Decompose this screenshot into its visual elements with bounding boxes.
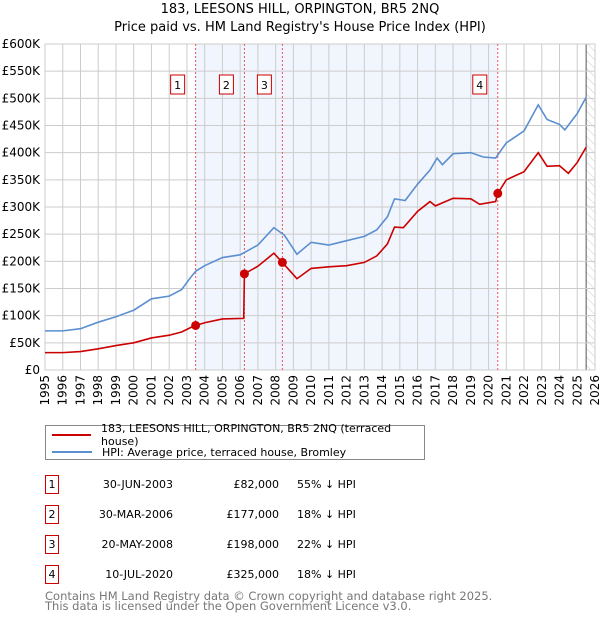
y-tick-label: £500K	[2, 91, 42, 105]
x-tick-label: 2012	[340, 375, 354, 406]
sale-row: 3 20-MAY-2008 £198,000 22% ↓ HPI	[45, 535, 445, 557]
legend: 183, LEESONS HILL, ORPINGTON, BR5 2NQ (t…	[45, 422, 425, 460]
x-tick-label: 2006	[233, 375, 247, 406]
x-tick-label: 2002	[162, 375, 176, 406]
footer-licence: This data is licensed under the Open Gov…	[45, 599, 412, 613]
y-tick-label: £250K	[2, 227, 42, 241]
sale-row: 2 30-MAR-2006 £177,000 18% ↓ HPI	[45, 505, 445, 527]
sale-price: £325,000	[226, 568, 280, 581]
sale-marker-box: 4	[45, 565, 59, 584]
x-tick-label: 2004	[198, 375, 212, 406]
sale-row: 1 30-JUN-2003 £82,000 55% ↓ HPI	[45, 475, 445, 497]
y-tick-label: £300K	[2, 200, 42, 214]
x-tick-label: 2025	[570, 375, 584, 406]
sale-marker-box: 3	[45, 535, 59, 554]
x-tick-label: 2021	[499, 375, 513, 406]
plot-border	[44, 43, 596, 371]
y-tick-label: £350K	[2, 173, 42, 187]
x-tick-label: 2005	[215, 375, 229, 406]
sale-label-box	[472, 74, 488, 95]
sale-label: 4	[476, 79, 483, 92]
x-tick-label: 2022	[517, 375, 531, 406]
x-tick-label: 2003	[180, 375, 194, 406]
x-tick-label: 2020	[482, 375, 496, 406]
x-tick-label: 2023	[535, 375, 549, 406]
legend-line-red	[52, 434, 92, 436]
sale-row: 4 10-JUL-2020 £325,000 18% ↓ HPI	[45, 565, 445, 587]
x-tick-label: 2013	[357, 375, 371, 406]
sale-marker-box: 2	[45, 505, 59, 524]
sale-label: 3	[261, 79, 268, 92]
legend-item-property: 183, LEESONS HILL, ORPINGTON, BR5 2NQ (t…	[52, 422, 424, 448]
y-tick-label: £550K	[2, 64, 42, 78]
sale-hpi-diff: 55% ↓ HPI	[297, 478, 356, 491]
legend-label-hpi: HPI: Average price, terraced house, Brom…	[102, 445, 347, 459]
sale-label-box	[218, 74, 234, 95]
x-tick-label: 2001	[144, 375, 158, 406]
x-tick-label: 1995	[38, 375, 52, 406]
x-tick-label: 2026	[588, 375, 600, 406]
sale-point	[277, 257, 287, 267]
chart-subtitle: Price paid vs. HM Land Registry's House …	[114, 20, 486, 35]
sale-label: 2	[223, 79, 230, 92]
sale-point	[191, 320, 201, 330]
footer-copyright: Contains HM Land Registry data © Crown c…	[45, 589, 493, 603]
y-tick-label: £600K	[2, 37, 42, 51]
sale-point	[493, 188, 503, 198]
y-tick-label: £0	[25, 363, 40, 377]
x-tick-label: 1999	[109, 375, 123, 406]
y-tick-label: £150K	[2, 282, 42, 296]
sale-point	[239, 269, 249, 279]
sale-date: 30-JUN-2003	[102, 478, 173, 491]
y-tick-label: £100K	[2, 309, 42, 323]
x-tick-label: 1998	[91, 375, 105, 406]
y-tick-label: £400K	[2, 146, 42, 160]
sale-hpi-diff: 22% ↓ HPI	[297, 538, 356, 551]
x-tick-label: 2011	[322, 375, 336, 406]
y-tick-label: £50K	[9, 336, 41, 350]
x-tick-label: 1997	[73, 375, 87, 406]
x-tick-label: 2018	[446, 375, 460, 406]
sale-hpi-diff: 18% ↓ HPI	[297, 568, 356, 581]
x-tick-label: 2010	[304, 375, 318, 406]
x-tick-label: 2009	[286, 375, 300, 406]
series-line	[45, 146, 587, 354]
x-tick-label: 2019	[464, 375, 478, 406]
sale-label-box	[170, 74, 186, 95]
y-tick-label: £200K	[2, 254, 42, 268]
x-tick-label: 2016	[411, 375, 425, 406]
series-line	[45, 96, 587, 332]
x-tick-label: 2000	[127, 375, 141, 406]
x-tick-label: 2014	[375, 375, 389, 406]
x-tick-label: 1996	[56, 375, 70, 406]
sale-date: 30-MAR-2006	[98, 508, 173, 521]
y-tick-label: £450K	[2, 119, 42, 133]
sale-date: 20-MAY-2008	[101, 538, 173, 551]
legend-item-hpi: HPI: Average price, terraced house, Brom…	[52, 444, 346, 460]
chart-svg: 1995 1996 1997 1998 1999 2000 2001 2002 2003 2004…	[2, 37, 600, 406]
sale-price: £82,000	[233, 478, 280, 491]
x-tick-label: 2008	[269, 375, 283, 406]
legend-line-blue	[52, 451, 92, 453]
sale-price: £177,000	[226, 508, 280, 521]
x-tick-label: 2017	[428, 375, 442, 406]
x-tick-label: 2015	[393, 375, 407, 406]
sale-date: 10-JUL-2020	[105, 568, 173, 581]
chart-title: 183, LEESONS HILL, ORPINGTON, BR5 2NQ	[160, 2, 440, 17]
sale-label-box	[256, 74, 272, 95]
sale-hpi-diff: 18% ↓ HPI	[297, 508, 356, 521]
x-tick-label: 2007	[251, 375, 265, 406]
sale-marker-box: 1	[45, 475, 59, 494]
legend-label-property: 183, LEESONS HILL, ORPINGTON, BR5 2NQ (t…	[101, 422, 392, 448]
sale-label: 1	[174, 79, 181, 92]
x-tick-label: 2024	[553, 375, 567, 406]
sale-price: £198,000	[226, 538, 280, 551]
